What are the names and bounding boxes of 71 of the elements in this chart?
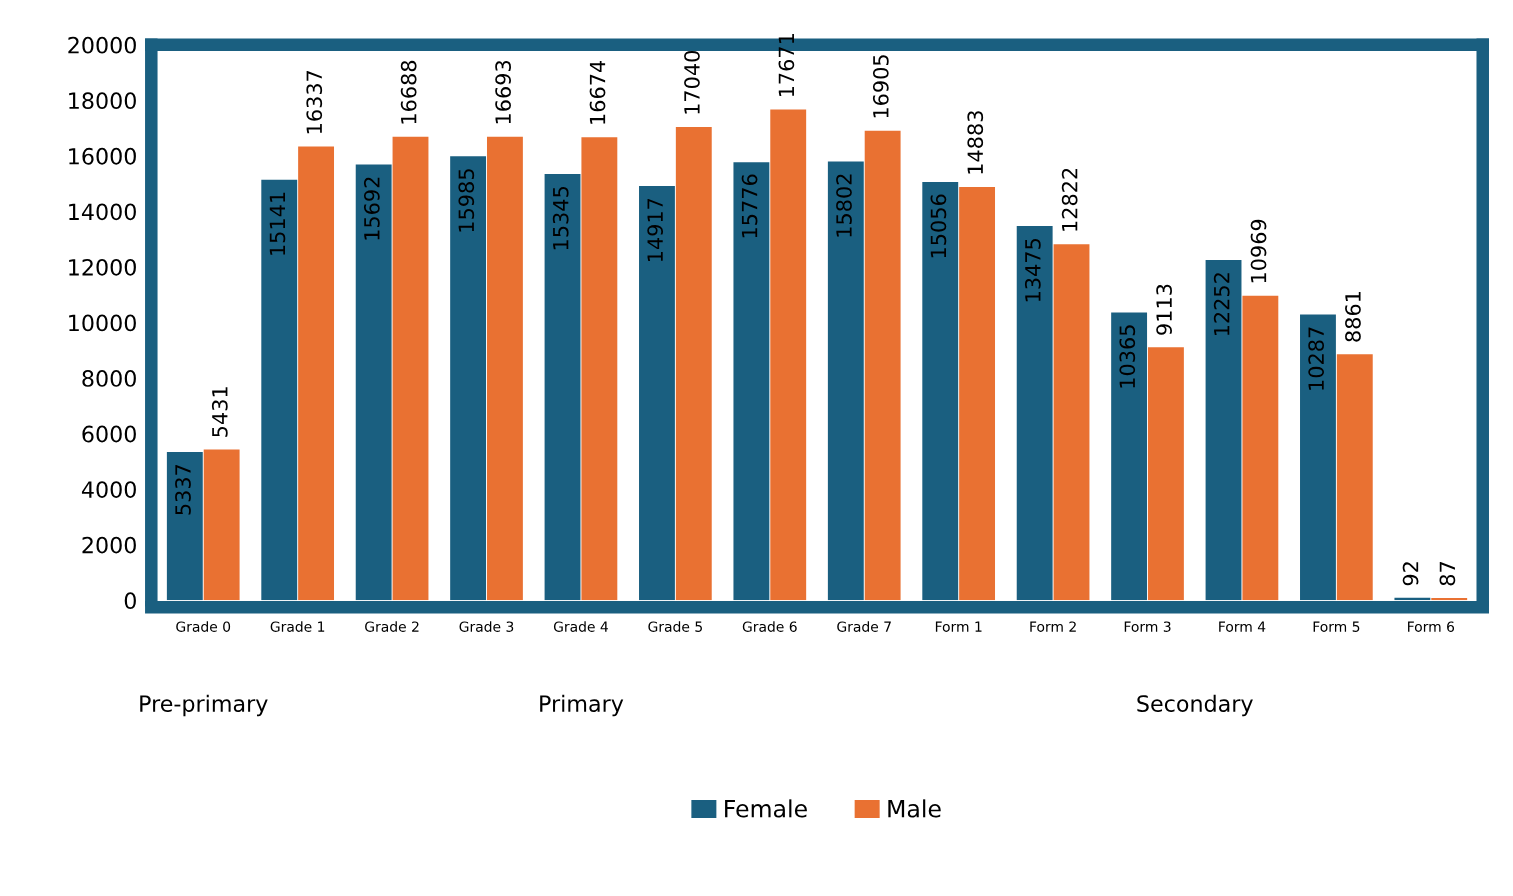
x-tick-label: Grade 4	[553, 621, 608, 632]
bar	[486, 136, 523, 601]
x-tick-label: Form 4	[1219, 621, 1266, 632]
x-tick-label: Form 1	[935, 621, 982, 632]
data-label: 87	[1439, 562, 1456, 586]
data-label: 10287	[1308, 327, 1325, 390]
text: Primary	[540, 694, 624, 717]
bar	[392, 136, 429, 601]
x-tick-label: Grade 0	[176, 621, 231, 632]
data-label: 17040	[684, 51, 700, 114]
data-label: 8861	[1345, 291, 1361, 342]
y-tick-label: 12000	[69, 258, 136, 276]
data-label: 14883	[967, 111, 984, 174]
y-tick-label: 0	[124, 592, 136, 610]
data-label: 5431	[211, 387, 228, 437]
bar	[298, 146, 335, 601]
data-label: 16905	[872, 55, 889, 118]
data-label: 10365	[1119, 325, 1136, 388]
data-label: 16674	[589, 60, 606, 124]
data-label: 17671	[778, 34, 795, 97]
legend-label: Female	[725, 799, 807, 818]
data-label: 12822	[1061, 168, 1078, 231]
data-label: 9113	[1156, 284, 1172, 335]
x-tick-label: Grade 7	[837, 621, 891, 632]
y-tick-label: 8000	[82, 370, 136, 387]
data-label: 15692	[363, 177, 380, 240]
text: Pre-primary	[140, 694, 268, 717]
x-tick-label: Grade 2	[365, 621, 419, 632]
y-tick-label: 20000	[68, 36, 136, 54]
data-label: 15345	[552, 187, 569, 250]
y-tick-label: 6000	[82, 425, 136, 443]
bar	[864, 130, 901, 601]
bar	[959, 186, 996, 601]
y-tick-label: 16000	[69, 147, 136, 165]
y-tick-label: 4000	[81, 481, 136, 498]
data-label: 14917	[647, 198, 664, 262]
data-label: 5337	[175, 464, 191, 515]
x-tick-label: Grade 5	[648, 621, 702, 632]
data-label: 15776	[741, 174, 758, 238]
bar	[1242, 295, 1279, 601]
legend-label: Male	[888, 799, 941, 818]
bar	[1336, 354, 1373, 601]
x-tick-label: Grade 3	[459, 621, 514, 632]
bar	[581, 137, 618, 601]
x-tick-label: Grade 1	[270, 621, 325, 632]
data-label: 10969	[1250, 219, 1267, 283]
bar	[1053, 244, 1090, 601]
data-label: 92	[1402, 562, 1419, 586]
bar	[675, 127, 712, 601]
x-tick-label: Form 2	[1030, 621, 1076, 632]
text: Secondary	[1137, 694, 1253, 717]
y-tick-label: 14000	[69, 203, 136, 221]
bar	[770, 109, 807, 601]
data-label: 13475	[1024, 238, 1041, 302]
x-tick-label: Grade 6	[742, 621, 797, 632]
y-tick-label: 2000	[82, 536, 136, 554]
y-tick-label: 10000	[69, 314, 136, 332]
bar	[203, 449, 240, 601]
data-label: 15985	[458, 169, 475, 232]
bar	[1147, 347, 1184, 601]
data-label: 15056	[930, 194, 947, 258]
y-tick-label: 18000	[69, 92, 136, 110]
data-label: 15141	[269, 192, 286, 255]
x-tick-label: Form 5	[1313, 621, 1360, 632]
data-label: 16688	[400, 60, 417, 124]
x-tick-label: Form 3	[1124, 621, 1171, 632]
data-label: 12252	[1213, 273, 1230, 336]
data-label: 16337	[306, 70, 323, 134]
data-label: 15802	[836, 174, 852, 237]
x-tick-label: Form 6	[1408, 621, 1455, 632]
data-label: 16693	[495, 60, 511, 124]
